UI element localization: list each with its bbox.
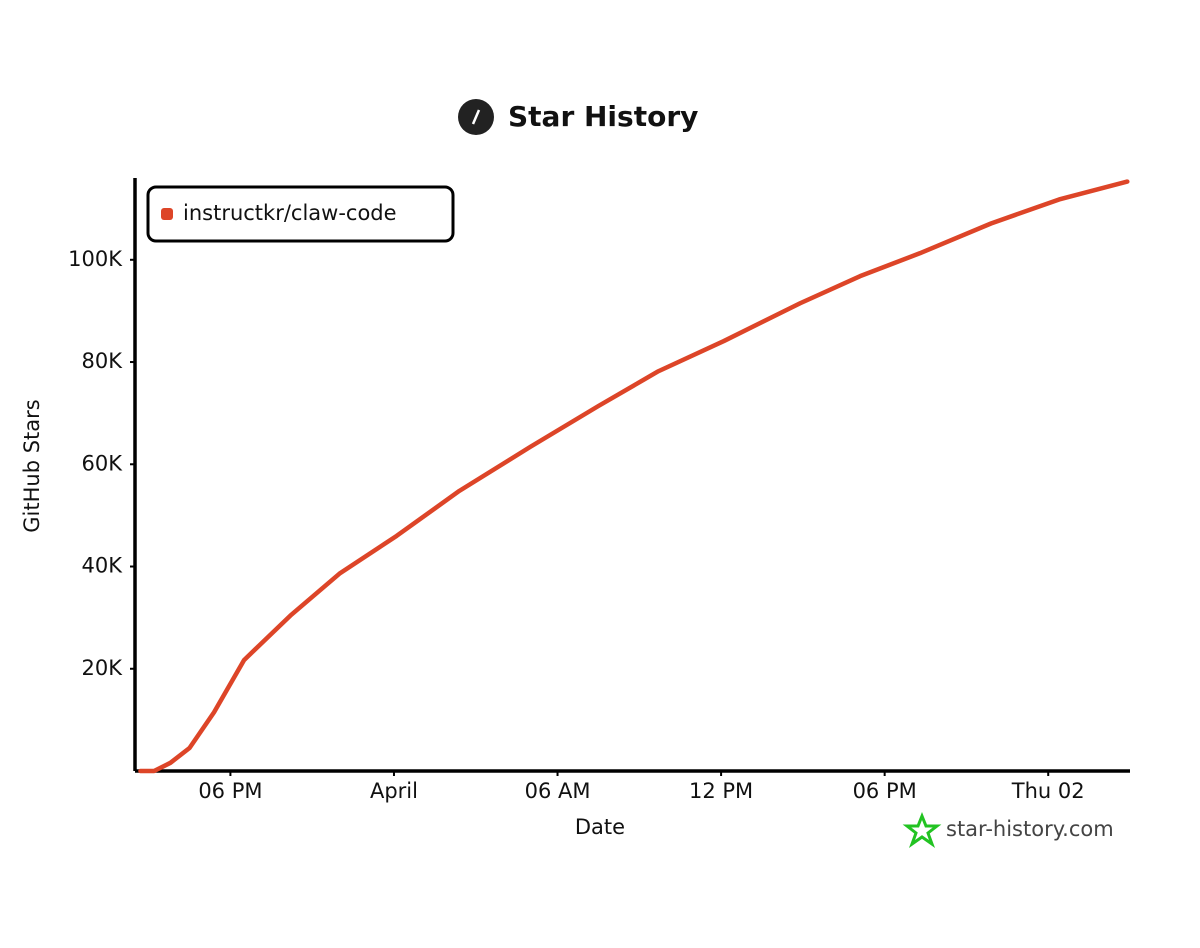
- watermark-logo: [902, 811, 942, 848]
- x-tick-label: Thu 02: [1011, 779, 1085, 803]
- y-tick-label: 100K: [68, 247, 123, 271]
- x-tick-label: 06 PM: [853, 779, 917, 803]
- plot-area: 20K 40K 60K 80K 100K 06 PM April 06 AM 12 PM 06 P…: [68, 179, 1130, 803]
- chart-title: Star History: [508, 100, 698, 133]
- series-line: [138, 179, 1130, 774]
- y-axis-label: GitHub Stars: [20, 399, 44, 532]
- x-axis-label: Date: [575, 815, 625, 839]
- y-tick-label: 80K: [82, 349, 124, 373]
- y-tick-label: 20K: [82, 656, 124, 680]
- y-tick-label: 60K: [82, 451, 124, 475]
- x-tick-label: 06 AM: [525, 779, 591, 803]
- x-tick-label: 06 PM: [198, 779, 262, 803]
- legend-box: [146, 185, 455, 243]
- x-tick-label: 12 PM: [689, 779, 753, 803]
- y-tick-label: 40K: [82, 554, 124, 578]
- title-icon-pen: [471, 109, 481, 125]
- x-tick-label: April: [370, 779, 418, 803]
- legend-label: instructkr/claw-code: [183, 201, 397, 225]
- legend-swatch: [161, 208, 173, 220]
- watermark: star-history.com: [946, 817, 1114, 841]
